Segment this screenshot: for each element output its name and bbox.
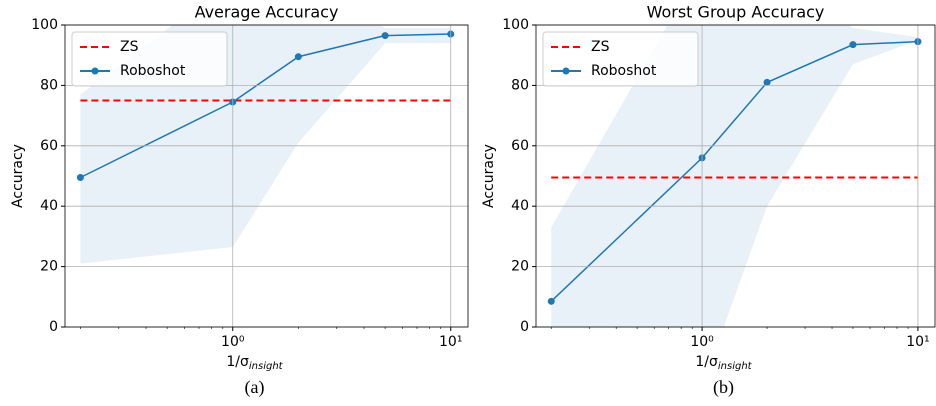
legend-label: ZS xyxy=(120,39,139,55)
y-tick-label: 20 xyxy=(40,259,58,275)
y-tick-label: 80 xyxy=(40,77,58,93)
y-tick-label: 40 xyxy=(511,198,529,214)
point xyxy=(763,78,771,86)
x-axis-label-sub: insight xyxy=(249,361,284,372)
caption: (b) xyxy=(713,377,734,398)
axes-frame xyxy=(535,24,936,328)
x-axis-label-main: 1/σ xyxy=(226,354,249,370)
y-tick-label: 100 xyxy=(31,17,58,33)
y-tick-label: 60 xyxy=(511,138,529,154)
x-tick-label: 10⁰ xyxy=(221,334,245,350)
x-axis-label-sub: insight xyxy=(718,361,753,372)
x-axis-label-main: 1/σ xyxy=(695,354,718,370)
legend-marker xyxy=(562,67,570,75)
x-tick-label: 10⁰ xyxy=(690,334,714,350)
point xyxy=(76,174,84,182)
y-tick-label: 20 xyxy=(511,259,529,275)
plot-area xyxy=(547,25,922,327)
y-tick-label: 0 xyxy=(520,319,529,335)
legend-label: Roboshot xyxy=(591,63,657,79)
legend-marker xyxy=(91,67,99,75)
chart-title: Worst Group Accuracy xyxy=(647,3,825,22)
axes-frame xyxy=(64,24,469,328)
legend-box xyxy=(71,31,228,87)
point xyxy=(849,41,857,49)
confidence-band xyxy=(551,25,918,327)
y-tick-label: 0 xyxy=(49,319,58,335)
legend-label: ZS xyxy=(591,39,610,55)
y-tick-label: 60 xyxy=(40,138,58,154)
point xyxy=(381,32,389,40)
y-tick-label: 80 xyxy=(511,77,529,93)
legend-label: Roboshot xyxy=(120,63,186,79)
x-tick-label: 10¹ xyxy=(906,334,929,350)
y-axis-label: Accuracy xyxy=(10,144,26,208)
point xyxy=(547,297,555,305)
caption: (a) xyxy=(245,377,265,398)
x-tick-label: 10¹ xyxy=(439,334,462,350)
y-axis-label: Accuracy xyxy=(481,144,497,208)
x-axis-label: 1/σinsight xyxy=(226,354,283,372)
chart-title: Average Accuracy xyxy=(195,3,339,22)
point xyxy=(294,53,302,61)
y-tick-label: 100 xyxy=(502,17,529,33)
legend-box xyxy=(542,31,699,87)
x-axis-label: 1/σinsight xyxy=(695,354,752,372)
y-tick-label: 40 xyxy=(40,198,58,214)
